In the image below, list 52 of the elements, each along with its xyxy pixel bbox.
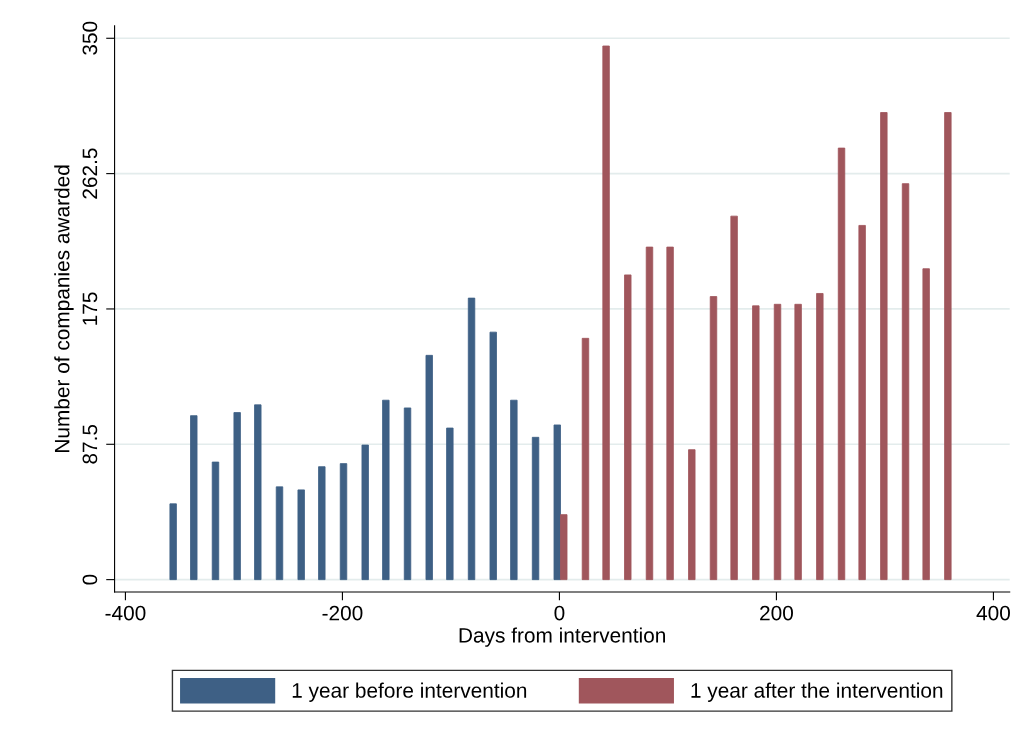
bar: [624, 274, 632, 581]
y-tick-label: 262.5: [82, 148, 98, 199]
bar: [254, 404, 262, 581]
bar: [531, 436, 540, 581]
bar: [467, 297, 476, 581]
x-axis-title: Days from intervention: [459, 627, 665, 647]
bar: [169, 503, 177, 581]
y-tick-label: 350: [82, 21, 98, 55]
bar: [233, 412, 241, 581]
x-tick-label: 400: [976, 605, 1010, 621]
bar: [730, 215, 738, 581]
bar: [922, 268, 930, 581]
legend-label: 1 year after the intervention: [691, 682, 943, 702]
bar: [709, 296, 718, 581]
x-tick-label: -200: [322, 605, 363, 621]
bar: [560, 514, 568, 581]
bar: [510, 399, 518, 581]
bar: [318, 466, 326, 581]
bar: [752, 305, 760, 581]
bar: [211, 461, 220, 581]
bar: [275, 486, 284, 581]
x-tick-label: 200: [760, 605, 793, 621]
bar: [773, 303, 782, 581]
y-axis-title: Number of companies awarded: [54, 165, 74, 452]
bar: [645, 246, 654, 581]
y-tick-label: 87.5: [82, 424, 98, 464]
bar: [382, 399, 390, 581]
x-tick-label: 0: [554, 605, 565, 621]
bar: [339, 463, 348, 581]
bar: [880, 112, 888, 581]
y-tick-label: 0: [82, 574, 98, 585]
bar: [666, 246, 674, 581]
bar: [361, 444, 369, 581]
bar: [489, 331, 497, 581]
bar: [297, 489, 305, 581]
bar: [581, 337, 590, 581]
bar: [190, 415, 198, 581]
bar: [688, 449, 696, 581]
bar: [858, 225, 866, 581]
bar: [816, 293, 824, 581]
bar: [901, 183, 910, 581]
bar: [944, 112, 952, 581]
bar: [794, 303, 802, 581]
bar: [446, 427, 454, 581]
legend-label: 1 year before intervention: [292, 682, 527, 702]
x-tick-label: -400: [105, 605, 146, 621]
bar: [553, 424, 561, 581]
bar: [425, 354, 433, 581]
bar: [403, 407, 412, 581]
bar: [602, 45, 610, 581]
y-tick-label: 175: [82, 292, 98, 325]
bar: [837, 147, 846, 581]
